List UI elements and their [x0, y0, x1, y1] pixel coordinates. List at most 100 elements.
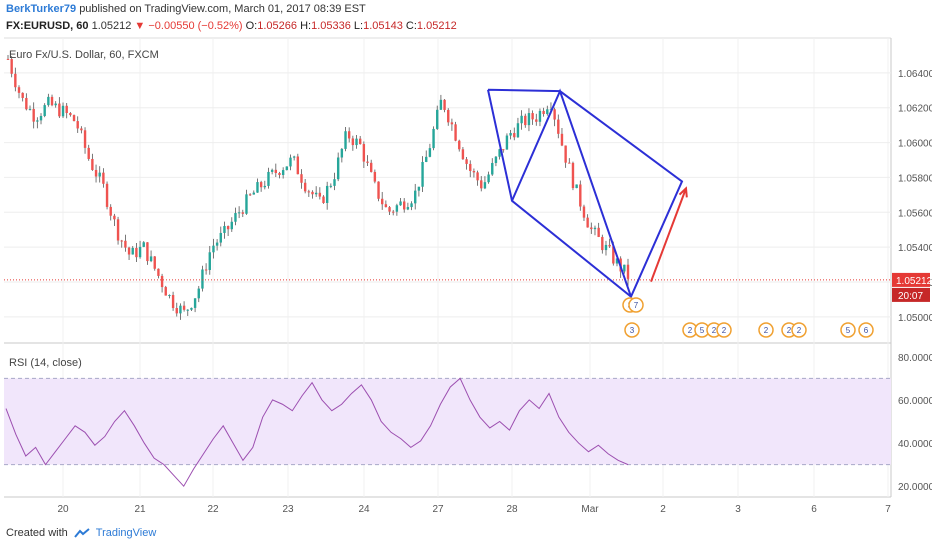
economic-event-count: 2 [712, 326, 717, 335]
candle-body [230, 221, 233, 230]
candle-body [325, 185, 329, 203]
candle-body [461, 149, 465, 160]
candle-body [175, 308, 178, 314]
candle-body [568, 162, 571, 164]
candle-body [289, 157, 292, 167]
rsi-line [5, 377, 629, 488]
candle-body [6, 58, 10, 60]
x-tick-label: 3 [735, 504, 741, 515]
candle-body [208, 252, 211, 271]
author-link[interactable]: BerkTurker79 [6, 3, 77, 15]
candle-body [582, 206, 586, 218]
candle-body [270, 169, 274, 172]
candle-body [604, 244, 608, 251]
candle-body [204, 269, 208, 271]
candle-body [476, 172, 479, 181]
rsi-tick-label: 20.0000 [898, 482, 932, 493]
x-tick-label: 27 [432, 504, 444, 515]
candle-body [87, 147, 90, 159]
candle-body [36, 120, 39, 122]
candle-body [116, 219, 120, 241]
economic-event-count: 5 [700, 326, 705, 335]
tradingview-link[interactable]: TradingView [95, 527, 157, 539]
candle-body [241, 212, 244, 214]
candle-body [76, 121, 79, 129]
symbol-label: FX:EURUSD, 60 [6, 20, 89, 32]
candle-body [465, 159, 468, 164]
candle-body [39, 115, 43, 121]
candle-body [491, 162, 494, 175]
candle-body [362, 144, 366, 162]
candle-body [564, 145, 567, 163]
candle-body [219, 232, 222, 243]
publish-line: BerkTurker79 published on TradingView.co… [6, 3, 366, 15]
candle-body [458, 140, 461, 150]
candle-body [83, 130, 87, 148]
candle-body [347, 131, 351, 139]
candle-body [329, 185, 333, 187]
candle-body [369, 162, 373, 172]
candle-body [193, 298, 197, 308]
candle-body [513, 133, 516, 138]
x-tick-label: 22 [207, 504, 219, 515]
candle-body [226, 226, 230, 230]
candle-body [421, 161, 424, 187]
low-value: 1.05143 [363, 20, 403, 32]
candle-body [105, 183, 109, 207]
rsi-tick-label: 60.0000 [898, 396, 932, 407]
candle-body [590, 227, 593, 230]
candle-body [10, 59, 13, 74]
x-tick-label: 7 [885, 504, 891, 515]
current-price-label: 1.05212 [896, 276, 932, 287]
candle-body [201, 269, 204, 289]
candle-body [109, 206, 112, 216]
rsi-tick-label: 80.0000 [898, 353, 932, 364]
candle-body [560, 133, 564, 146]
candle-body [377, 181, 380, 199]
candle-body [69, 113, 72, 116]
economic-event-icon [791, 322, 807, 338]
candle-body [612, 246, 615, 264]
price-pane-title: Euro Fx/U.S. Dollar, 60, FXCM [9, 49, 159, 61]
candle-body [447, 109, 450, 123]
close-value: 1.05212 [416, 20, 457, 32]
pattern-outline [487, 88, 684, 299]
candle-body [25, 97, 28, 110]
candle-body [314, 192, 318, 195]
price-tick-label: 1.05000 [898, 313, 932, 324]
economic-event-count: 2 [688, 326, 693, 335]
candle-body [487, 174, 490, 183]
projection-arrowhead [678, 186, 688, 198]
candle-body [439, 99, 443, 110]
candle-body [546, 109, 549, 115]
candle-body [94, 169, 98, 177]
low-label: L: [353, 20, 364, 32]
candle-body [215, 242, 219, 246]
price-tick-label: 1.06000 [898, 139, 932, 150]
countdown-tag [892, 287, 930, 302]
price-tick-label: 1.05400 [898, 243, 932, 254]
candle-body [623, 264, 626, 272]
candle-body [432, 128, 435, 149]
tradingview-logo-icon [73, 528, 90, 538]
economic-event-icon [624, 322, 640, 338]
candle-body [597, 227, 600, 237]
candle-body [234, 213, 237, 222]
candle-body [160, 275, 164, 288]
candle-body [80, 128, 83, 131]
candle-body [190, 307, 193, 310]
candle-body [102, 172, 105, 184]
candle-body [410, 203, 413, 208]
change-value: −0.00550 (−0.52%) [148, 20, 243, 32]
candle-body [58, 103, 61, 117]
candle-body [417, 186, 421, 191]
candle-body [520, 115, 523, 124]
candle-body [146, 242, 149, 262]
x-tick-label: Mar [581, 504, 599, 515]
candle-body [509, 133, 512, 136]
candle-body [65, 105, 68, 114]
candle-body [608, 244, 611, 247]
candle-body [392, 211, 395, 213]
candle-body [373, 171, 377, 182]
